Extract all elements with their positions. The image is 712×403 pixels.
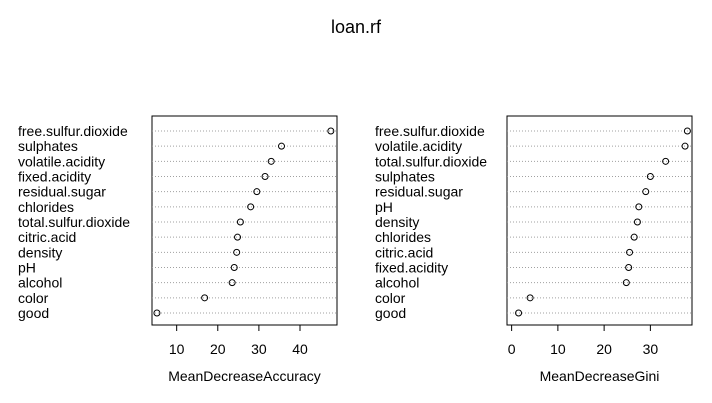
category-label: pH	[18, 260, 36, 276]
category-label: residual.sugar	[375, 184, 463, 200]
data-point	[253, 188, 261, 196]
category-label: volatile.acidity	[375, 138, 462, 154]
x-tick-label: 10	[550, 341, 566, 357]
data-point	[646, 173, 654, 180]
category-label: residual.sugar	[18, 184, 106, 200]
category-label: sulphates	[18, 138, 78, 154]
data-point	[633, 218, 641, 226]
data-point	[278, 142, 285, 150]
category-label: density	[375, 214, 419, 230]
category-label: density	[18, 244, 62, 260]
category-label: fixed.acidity	[18, 169, 91, 185]
data-point	[153, 309, 161, 317]
data-point	[515, 309, 523, 317]
data-point	[228, 279, 236, 287]
data-point	[526, 294, 534, 302]
x-axis-label: MeanDecreaseAccuracy	[168, 368, 321, 384]
category-label: good	[18, 305, 49, 321]
category-label: fixed.acidity	[375, 260, 448, 276]
data-point	[622, 279, 630, 287]
data-point	[230, 264, 238, 271]
category-label: chlorides	[18, 199, 74, 215]
x-tick-label: 0	[508, 341, 516, 357]
data-point	[642, 188, 650, 196]
data-point	[233, 248, 241, 256]
category-label: sulphates	[375, 169, 435, 185]
data-point	[234, 233, 242, 241]
category-label: chlorides	[375, 229, 431, 245]
category-label: color	[18, 290, 49, 306]
category-label: total.sulfur.dioxide	[375, 153, 487, 169]
data-point	[267, 157, 275, 165]
category-label: free.sulfur.dioxide	[18, 123, 128, 139]
x-axis-label: MeanDecreaseGini	[540, 368, 660, 384]
x-tick-label: 20	[596, 341, 612, 357]
data-point	[683, 127, 691, 135]
x-tick-label: 10	[169, 341, 185, 357]
category-label: alcohol	[18, 275, 62, 291]
gini-panel: free.sulfur.dioxidevolatile.aciditytotal…	[375, 115, 693, 384]
x-tick-label: 20	[210, 341, 226, 357]
data-point	[247, 203, 255, 211]
x-tick-label: 40	[292, 341, 308, 357]
category-label: citric.acid	[375, 244, 433, 260]
data-point	[261, 173, 269, 180]
category-label: alcohol	[375, 275, 419, 291]
x-tick-label: 30	[251, 341, 267, 357]
accuracy-panel: free.sulfur.dioxidesulphatesvolatile.aci…	[18, 115, 338, 384]
data-point	[625, 264, 633, 271]
data-point	[681, 142, 689, 150]
category-label: volatile.acidity	[18, 153, 105, 169]
data-point	[630, 233, 638, 241]
data-point	[236, 218, 244, 226]
data-point	[662, 157, 670, 165]
plot-frame	[151, 115, 338, 326]
category-label: total.sulfur.dioxide	[18, 214, 130, 230]
x-tick-label: 30	[643, 341, 659, 357]
figure-title: loan.rf	[331, 17, 382, 37]
category-label: good	[375, 305, 406, 321]
data-point	[201, 294, 209, 302]
data-point	[626, 248, 634, 256]
data-point	[327, 127, 335, 135]
category-label: citric.acid	[18, 229, 76, 245]
category-label: color	[375, 290, 406, 306]
plot-frame	[506, 115, 693, 326]
category-label: free.sulfur.dioxide	[375, 123, 485, 139]
data-point	[635, 203, 643, 211]
category-label: pH	[375, 199, 393, 215]
